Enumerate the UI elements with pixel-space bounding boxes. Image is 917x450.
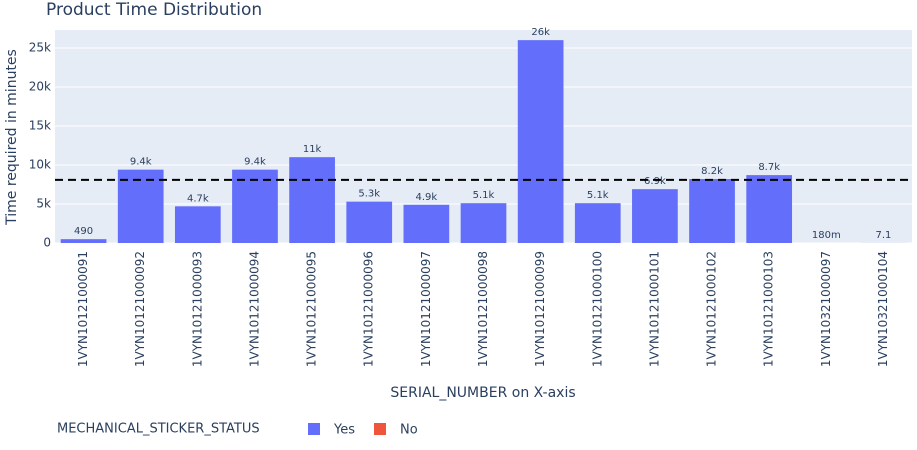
x-tick-label: 1VYN10121000091 (76, 251, 90, 367)
bar (117, 169, 164, 243)
y-axis-title: Time required in minutes (4, 49, 20, 226)
data-label: 5.1k (587, 190, 609, 201)
bar (689, 179, 735, 243)
x-tick-label: 1VYN10121000097 (419, 251, 433, 367)
data-label: 490 (74, 226, 93, 237)
x-tick-label: 1VYN10121000099 (533, 251, 547, 367)
y-tick-label: 5k (36, 196, 51, 210)
data-label: 5.1k (473, 190, 495, 201)
data-label: 9.4k (244, 157, 266, 168)
data-label: 9.4k (130, 157, 152, 168)
x-tick-label: 1VYN10121000096 (362, 251, 376, 367)
bar (574, 203, 621, 243)
data-label: 8.7k (758, 162, 780, 173)
bar (746, 175, 793, 243)
y-tick-label: 25k (29, 40, 51, 54)
legend-label: Yes (333, 423, 355, 438)
x-tick-label: 1VYN10321000104 (876, 251, 890, 367)
data-label: 11k (303, 144, 322, 155)
data-label: 7.1 (875, 230, 891, 241)
bar (174, 206, 221, 243)
legend-swatch (308, 423, 320, 435)
data-label: 5.3k (358, 189, 380, 200)
y-tick-label: 15k (29, 118, 51, 132)
y-tick-label: 10k (29, 157, 51, 171)
data-label: 26k (531, 27, 550, 38)
data-label: 6.9k (644, 176, 666, 187)
bar (403, 204, 450, 243)
data-label: 4.9k (416, 192, 438, 203)
x-tick-label: 1VYN10121000093 (190, 251, 204, 367)
data-label: 180m (812, 230, 841, 241)
chart-title: Product Time Distribution (46, 0, 262, 20)
bar (460, 203, 507, 243)
x-tick-label: 1VYN10121000095 (305, 251, 319, 367)
x-tick-label: 1VYN10321000097 (819, 251, 833, 367)
data-label: 4.7k (187, 193, 209, 204)
x-tick-label: 1VYN10121000092 (133, 251, 147, 367)
y-tick-label: 0 (43, 236, 51, 250)
x-tick-label: 1VYN10121000100 (590, 251, 604, 367)
bar (289, 157, 335, 243)
bar (517, 40, 564, 244)
x-tick-label: 1VYN10121000101 (647, 251, 661, 367)
x-tick-label: 1VYN10121000094 (247, 251, 261, 367)
x-tick-label: 1VYN10121000103 (762, 251, 776, 367)
x-tick-label: 1VYN10121000102 (705, 251, 719, 367)
x-tick-label: 1VYN10121000098 (476, 251, 490, 367)
bar (232, 169, 278, 243)
legend-label: No (400, 423, 418, 438)
legend-swatch (374, 423, 386, 435)
bar (632, 189, 678, 243)
legend-title: MECHANICAL_STICKER_STATUS (57, 422, 260, 437)
data-label: 8.2k (701, 166, 723, 177)
x-axis-title: SERIAL_NUMBER on X-axis (390, 385, 575, 401)
bar (346, 201, 393, 243)
bar (60, 239, 107, 243)
y-tick-label: 20k (29, 79, 51, 93)
